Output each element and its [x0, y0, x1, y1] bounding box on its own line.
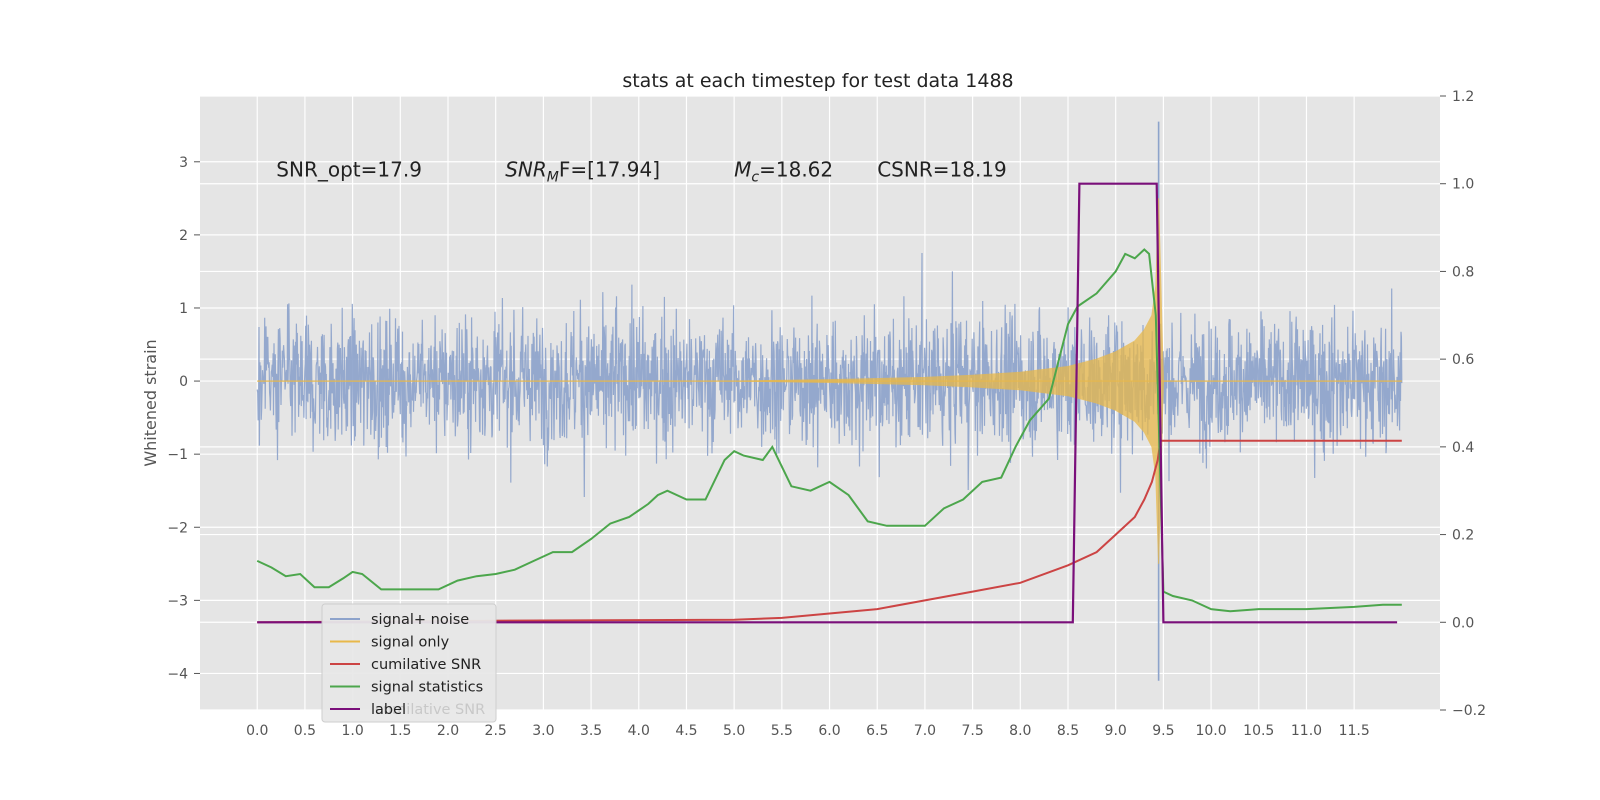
- x-tick-label: 0.0: [246, 723, 268, 739]
- annotation-subscript: M: [547, 169, 559, 185]
- annotation-suffix: F=[17.94]: [559, 157, 660, 181]
- y-tick-label: 2: [179, 228, 188, 244]
- x-axis-ticks: 0.0 0.5 1.0 1.5 2.0 2.5 3.0 3.5 4.0 4.5 5.0 5.5 6.0 6…: [246, 723, 1370, 739]
- x-tick-label: 4.0: [628, 723, 650, 739]
- annotations: SNR_opt=17.9 SNRMF=[17.94] Mc=18.62 CSNR=18…: [276, 157, 1006, 185]
- x-tick-label: 4.5: [675, 723, 697, 739]
- y2-tick-label: 0.8: [1452, 264, 1474, 280]
- y-axis-label: Whitened strain: [141, 339, 160, 466]
- x-tick-label: 11.5: [1339, 723, 1370, 739]
- annotation-subscript: c: [751, 169, 759, 185]
- x-tick-label: 0.5: [294, 723, 316, 739]
- legend: cumilative SNR signal+ noise signal only cu…: [321, 603, 497, 723]
- annotation-text: SNR_opt=17.9: [276, 157, 422, 181]
- y-tick-label: 0: [179, 374, 188, 390]
- annotation-prefix: M: [734, 157, 751, 181]
- legend-entry: label: [371, 702, 406, 718]
- x-tick-label: 10.0: [1195, 723, 1226, 739]
- x-tick-label: 7.5: [961, 723, 983, 739]
- y-tick-label: −3: [167, 593, 188, 609]
- series-layer: [256, 121, 1403, 681]
- annotation-text: CSNR=18.19: [877, 157, 1007, 181]
- x-tick-label: 9.0: [1105, 723, 1127, 739]
- x-tick-label: 2.0: [437, 723, 459, 739]
- x-tick-label: 6.5: [866, 723, 888, 739]
- y-tick-label: −1: [167, 447, 188, 463]
- annotation-text: Mc=18.62: [734, 157, 833, 185]
- annotation-prefix: SNR: [505, 157, 547, 181]
- x-tick-label: 3.0: [532, 723, 554, 739]
- series-signal-statistics: [256, 248, 1402, 613]
- y2-tick-label: −0.2: [1452, 703, 1486, 719]
- legend-entry: cumilative SNR: [371, 657, 481, 673]
- x-tick-label: 1.0: [341, 723, 363, 739]
- annotation-suffix: =18.62: [759, 157, 833, 181]
- y2-tick-label: 0.2: [1452, 528, 1474, 544]
- legend-ghost-text: cumilative SNR: [375, 702, 485, 718]
- series-signal-noise: [256, 252, 1403, 498]
- y2-axis-ticks: −0.2 0.0 0.2 0.4 0.6 0.8 1.0 1.2: [1440, 89, 1486, 719]
- x-tick-label: 5.5: [771, 723, 793, 739]
- x-tick-label: 8.5: [1057, 723, 1079, 739]
- x-tick-label: 11.0: [1291, 723, 1322, 739]
- x-tick-label: 5.0: [723, 723, 745, 739]
- x-tick-label: 3.5: [580, 723, 602, 739]
- series-label: [257, 182, 1398, 624]
- y-tick-label: 1: [179, 301, 188, 317]
- y2-tick-label: 0.0: [1452, 615, 1474, 631]
- legend-entry: signal statistics: [371, 680, 483, 696]
- x-tick-label: 2.5: [485, 723, 507, 739]
- y2-tick-label: 1.2: [1452, 89, 1474, 105]
- legend-entry: signal only: [371, 635, 450, 651]
- legend-entry: signal+ noise: [371, 612, 469, 628]
- y-tick-label: −4: [167, 666, 188, 682]
- chart-title: stats at each timestep for test data 148…: [622, 70, 1013, 92]
- y-tick-label: 3: [179, 155, 188, 171]
- x-tick-label: 1.5: [389, 723, 411, 739]
- annotation-text: SNRMF=[17.94]: [505, 157, 660, 185]
- y2-tick-label: 0.4: [1452, 440, 1474, 456]
- x-tick-label: 8.0: [1009, 723, 1031, 739]
- legend-box: [321, 603, 497, 723]
- y-tick-label: −2: [167, 520, 188, 536]
- x-tick-label: 7.0: [914, 723, 936, 739]
- x-tick-label: 10.5: [1243, 723, 1274, 739]
- x-tick-label: 6.0: [818, 723, 840, 739]
- y-axis-ticks: −4 −3 −2 −1 0 1 2 3: [167, 155, 200, 682]
- x-tick-label: 9.5: [1152, 723, 1174, 739]
- y2-tick-label: 1.0: [1452, 177, 1474, 193]
- y2-tick-label: 0.6: [1452, 352, 1474, 368]
